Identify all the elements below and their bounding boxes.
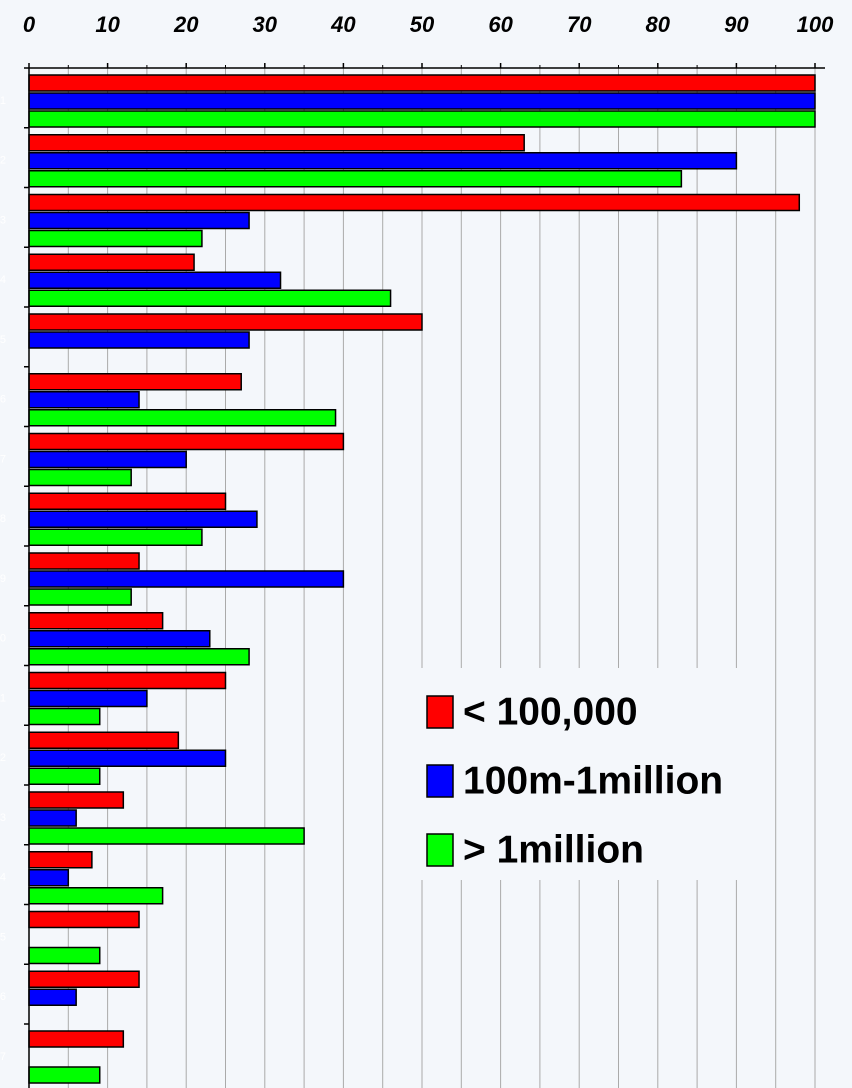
y-tick-label: 4 — [0, 274, 6, 286]
x-tick-label: 80 — [646, 12, 671, 37]
bar — [28, 791, 125, 809]
y-tick-label: 10 — [0, 633, 6, 645]
y-tick-label: 12 — [0, 752, 6, 764]
bar — [28, 271, 282, 289]
y-tick-label: 9 — [0, 573, 6, 585]
bar — [28, 510, 258, 528]
bar — [28, 671, 227, 690]
legend-background — [410, 668, 755, 880]
bar — [28, 331, 250, 349]
legend-label: > 1million — [463, 828, 644, 871]
bar — [28, 432, 345, 451]
y-tick-label: 6 — [0, 394, 6, 406]
x-tick-label: 60 — [488, 12, 513, 37]
x-tick-label: 0 — [23, 12, 36, 37]
x-tick-label: 40 — [330, 12, 356, 37]
bar — [28, 588, 132, 606]
bar — [28, 869, 70, 887]
bar — [28, 630, 211, 648]
bar — [28, 450, 187, 469]
legend-swatch — [426, 764, 454, 798]
bar — [28, 988, 77, 1006]
y-tick-label: 13 — [0, 812, 6, 824]
bar — [28, 749, 227, 767]
bar — [28, 152, 738, 170]
bar — [28, 74, 816, 92]
x-tick-label: 10 — [95, 12, 120, 37]
y-tick-label: 15 — [0, 931, 6, 943]
bar — [28, 910, 140, 929]
bar — [28, 211, 250, 230]
bar — [28, 570, 345, 588]
bar — [28, 707, 101, 726]
bar — [28, 1066, 101, 1084]
bar — [28, 253, 195, 271]
y-tick-label: 1 — [0, 95, 6, 107]
y-tick-label: 14 — [0, 872, 6, 884]
bar — [28, 193, 801, 212]
x-tick-label: 50 — [410, 12, 435, 37]
bar — [28, 110, 816, 128]
bar — [28, 134, 525, 152]
bar — [28, 313, 423, 331]
bar — [28, 648, 250, 666]
bar — [28, 946, 101, 965]
y-tick-label: 7 — [0, 453, 6, 465]
bar — [28, 970, 140, 988]
bar — [28, 767, 101, 785]
x-tick-label: 100 — [797, 12, 834, 37]
legend-swatch — [426, 695, 454, 729]
bar — [28, 170, 683, 188]
x-tick-label: 30 — [253, 12, 278, 37]
bar — [28, 1030, 125, 1048]
legend: < 100,000 100m-1million > 1million — [410, 668, 755, 880]
bar — [28, 492, 227, 510]
legend-label: < 100,000 — [463, 690, 638, 733]
bar — [28, 391, 140, 409]
bar — [28, 92, 816, 110]
legend-label: 100m-1million — [463, 759, 723, 802]
bar — [28, 887, 164, 905]
y-tick-label: 5 — [0, 334, 6, 346]
axis: 0 10 20 30 40 50 60 70 80 90 100 — [23, 12, 834, 1088]
bar — [28, 731, 180, 749]
x-tick-label: 20 — [173, 12, 199, 37]
legend-swatch — [426, 833, 454, 867]
x-tick-label: 90 — [724, 12, 749, 37]
y-tick-label: 2 — [0, 155, 6, 167]
category-labels: 1234567891011121314151617 — [0, 95, 6, 1063]
bar — [28, 851, 93, 869]
bar — [28, 468, 132, 487]
bar — [28, 289, 392, 307]
bar — [28, 827, 305, 845]
y-tick-label: 8 — [0, 513, 6, 525]
bar — [28, 229, 203, 248]
x-tick-label: 70 — [567, 12, 592, 37]
y-tick-label: 3 — [0, 214, 6, 226]
bar — [28, 689, 148, 708]
bar — [28, 612, 164, 630]
bar — [28, 409, 337, 427]
bar — [28, 552, 140, 570]
y-tick-label: 17 — [0, 1051, 6, 1063]
bar — [28, 373, 242, 391]
bar — [28, 528, 203, 546]
bar — [28, 809, 77, 827]
y-tick-label: 11 — [0, 692, 6, 704]
y-tick-label: 16 — [0, 991, 6, 1003]
